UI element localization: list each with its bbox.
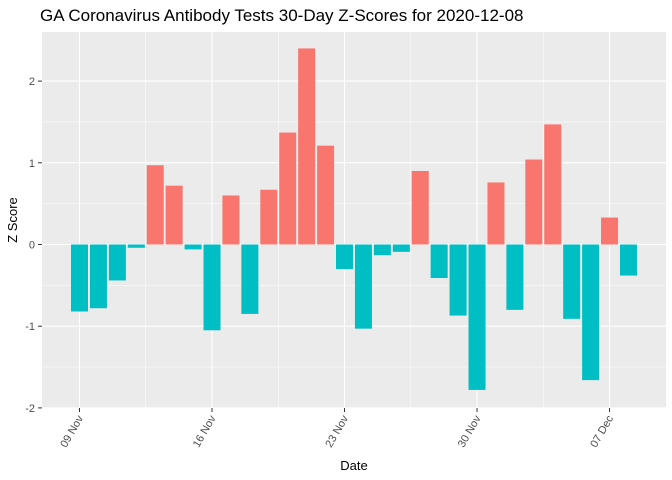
bar-2020-11-27	[411, 170, 429, 245]
bar-2020-11-28	[430, 244, 448, 278]
bar-2020-11-12	[127, 244, 145, 248]
x-tick-label: 09 Nov	[58, 413, 86, 450]
x-tick-label: 07 Dec	[588, 413, 616, 450]
plot-panel	[42, 32, 666, 408]
bar-2020-11-15	[184, 244, 202, 250]
bar-2020-11-26	[392, 244, 410, 252]
y-axis-title: Z Score	[5, 197, 20, 243]
bar-2020-12-04	[544, 124, 562, 245]
x-tick-label: 23 Nov	[323, 413, 351, 450]
bar-2020-11-17	[222, 195, 240, 245]
bars	[71, 48, 637, 390]
y-tick-label: -2	[25, 403, 35, 415]
bar-2020-12-08	[619, 244, 637, 276]
y-tick-label: 2	[29, 76, 35, 88]
bar-2020-12-06	[582, 244, 600, 381]
bar-2020-11-21	[298, 48, 316, 245]
bar-2020-11-09	[71, 244, 88, 312]
bar-2020-11-14	[165, 185, 183, 245]
y-tick-label: -1	[25, 321, 35, 333]
chart-title: GA Coronavirus Antibody Tests 30-Day Z-S…	[40, 6, 523, 25]
bar-2020-11-20	[279, 132, 297, 245]
bar-2020-12-02	[506, 244, 524, 310]
bar-2020-11-18	[241, 244, 259, 314]
x-axis-ticks: 09 Nov 16 Nov 23 Nov 30 Nov 07 Dec	[58, 408, 616, 450]
minor-gridlines	[42, 32, 666, 408]
x-tick-label: 16 Nov	[191, 413, 219, 450]
bar-2020-12-07	[601, 217, 619, 245]
bar-2020-11-23	[336, 244, 354, 270]
bar-2020-11-29	[449, 244, 467, 316]
y-tick-label: 1	[29, 158, 35, 170]
bar-2020-12-05	[563, 244, 581, 319]
bar-2020-11-13	[146, 165, 164, 245]
bar-2020-11-19	[260, 189, 278, 245]
bar-2020-11-30	[468, 244, 486, 390]
bar-2020-12-03	[525, 159, 543, 245]
bar-2020-11-24	[354, 244, 372, 329]
bar-2020-11-10	[89, 244, 107, 309]
x-axis-title: Date	[340, 458, 367, 473]
bar-2020-12-01	[487, 182, 505, 245]
x-tick-label: 30 Nov	[456, 413, 484, 450]
bar-2020-11-16	[203, 244, 221, 331]
y-tick-label: 0	[29, 240, 35, 252]
bar-2020-11-25	[373, 244, 391, 256]
bar-2020-11-22	[317, 145, 335, 245]
y-axis-ticks: -2 -1 0 1 2	[25, 76, 42, 415]
bar-2020-11-11	[108, 244, 126, 281]
